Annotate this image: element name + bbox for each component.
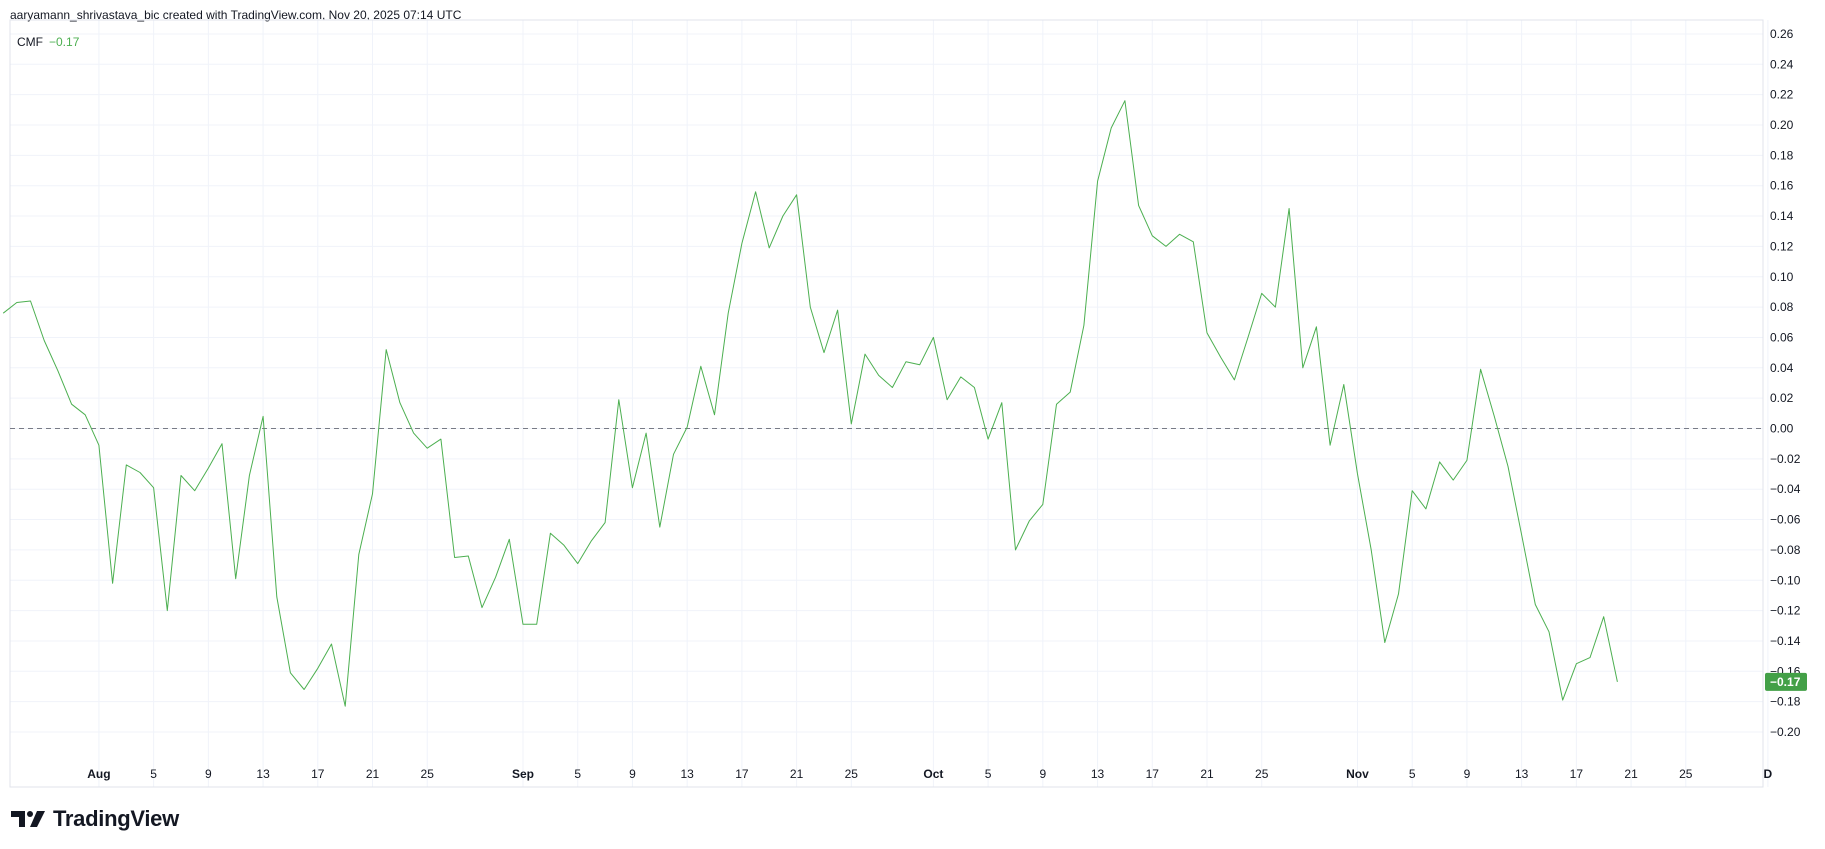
y-tick-label: 0.20 <box>1770 118 1794 132</box>
x-tick-label: 17 <box>311 767 325 781</box>
y-tick-label: −0.08 <box>1770 543 1801 557</box>
y-tick-label: 0.24 <box>1770 57 1794 71</box>
x-tick-label: Sep <box>512 767 534 781</box>
x-tick-label: 5 <box>574 767 581 781</box>
x-tick-label: D <box>1764 767 1773 781</box>
y-tick-label: 0.12 <box>1770 239 1794 253</box>
indicator-legend[interactable]: CMF −0.17 <box>17 35 79 49</box>
x-tick-label: Nov <box>1346 767 1369 781</box>
x-tick-label: 13 <box>256 767 270 781</box>
y-tick-label: −0.14 <box>1770 634 1801 648</box>
indicator-name: CMF <box>17 35 43 49</box>
x-tick-label: 13 <box>1515 767 1529 781</box>
x-tick-label: 9 <box>205 767 212 781</box>
y-tick-label: 0.00 <box>1770 422 1794 436</box>
chart-attribution-header: aaryamann_shrivastava_bic created with T… <box>10 8 462 22</box>
x-tick-label: 25 <box>1255 767 1269 781</box>
last-value-badge <box>1765 672 1807 691</box>
y-tick-label: 0.18 <box>1770 148 1794 162</box>
x-axis: Aug 5 9 13 17 21 25 Sep 5 9 13 17 21 25 Oct 5 9 13 17 21 25 N… <box>87 767 1772 781</box>
x-tick-label: 5 <box>1409 767 1416 781</box>
indicator-value: −0.17 <box>49 35 80 49</box>
x-tick-label: 13 <box>680 767 694 781</box>
x-tick-label: 5 <box>985 767 992 781</box>
x-tick-label: 9 <box>629 767 636 781</box>
x-tick-label: 21 <box>1200 767 1214 781</box>
y-tick-label: −0.04 <box>1770 482 1801 496</box>
x-tick-label: 21 <box>1624 767 1638 781</box>
x-tick-label: 9 <box>1039 767 1046 781</box>
x-tick-label: Aug <box>87 767 110 781</box>
x-tick-label: 13 <box>1091 767 1105 781</box>
y-tick-label: −0.06 <box>1770 513 1801 527</box>
x-tick-label: 5 <box>150 767 157 781</box>
plot-border <box>9 19 1764 788</box>
x-tick-label: 25 <box>1679 767 1693 781</box>
x-tick-label: 9 <box>1464 767 1471 781</box>
y-tick-label: 0.10 <box>1770 270 1794 284</box>
y-tick-label: 0.26 <box>1770 27 1794 41</box>
y-tick-label: −0.20 <box>1770 725 1801 739</box>
y-tick-label: 0.06 <box>1770 330 1794 344</box>
x-tick-label: 17 <box>735 767 749 781</box>
x-tick-label: 25 <box>845 767 859 781</box>
last-value-text: −0.17 <box>1770 675 1801 689</box>
y-tick-label: 0.08 <box>1770 300 1794 314</box>
y-tick-label: 0.02 <box>1770 391 1794 405</box>
y-tick-label: 0.16 <box>1770 179 1794 193</box>
grid-lines <box>10 20 1769 787</box>
last-value-label: −0.17 <box>1765 672 1807 691</box>
x-tick-label: 25 <box>421 767 435 781</box>
x-tick-label: Oct <box>923 767 943 781</box>
tradingview-logo-icon <box>11 811 45 827</box>
chart-frame <box>9 19 1764 788</box>
y-tick-label: −0.10 <box>1770 573 1801 587</box>
y-tick-label: −0.02 <box>1770 452 1801 466</box>
tradingview-wordmark: TradingView <box>53 806 179 831</box>
x-tick-label: 17 <box>1146 767 1160 781</box>
x-tick-label: 21 <box>366 767 380 781</box>
y-tick-label: 0.04 <box>1770 361 1794 375</box>
y-tick-label: 0.22 <box>1770 88 1794 102</box>
x-tick-label: 21 <box>790 767 804 781</box>
series-line-cmf <box>2 100 1618 707</box>
y-tick-label: 0.14 <box>1770 209 1794 223</box>
x-tick-label: 17 <box>1570 767 1584 781</box>
tradingview-brand[interactable]: TradingView <box>11 806 179 832</box>
y-tick-label: −0.12 <box>1770 604 1801 618</box>
y-axis: 0.26 0.24 0.22 0.20 0.18 0.16 0.14 0.12 0.10 0.08… <box>1770 27 1801 739</box>
y-tick-label: −0.18 <box>1770 695 1801 709</box>
